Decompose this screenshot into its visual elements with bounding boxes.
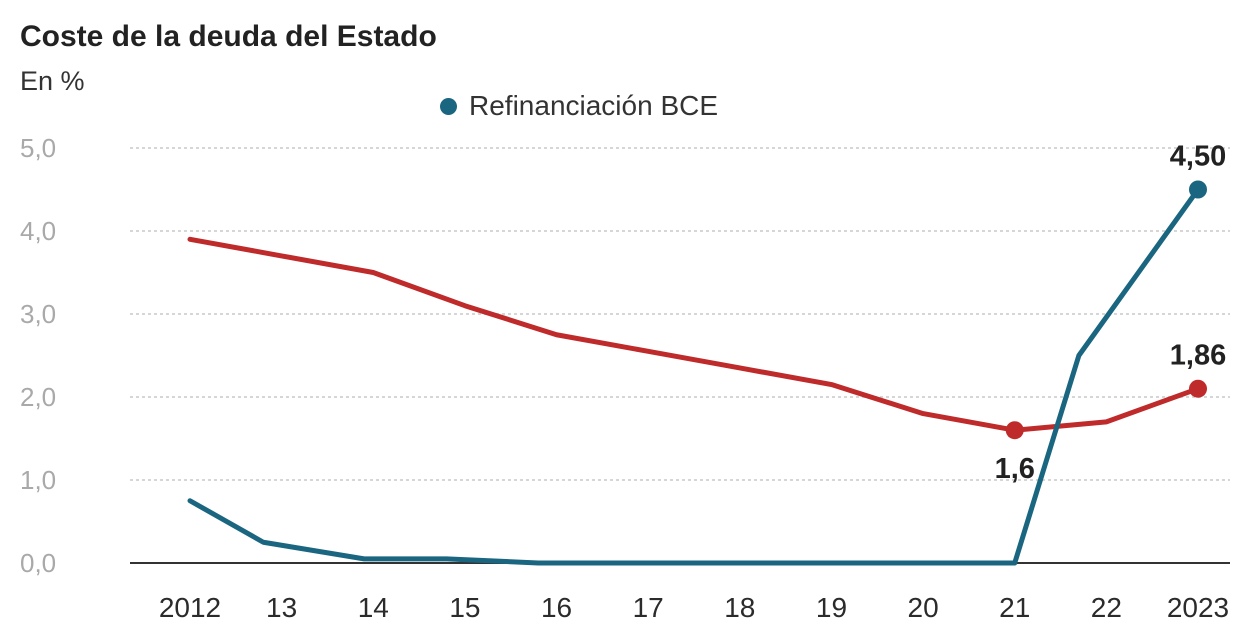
x-tick-label: 2012 [159,592,221,622]
x-tick-label: 20 [908,592,939,622]
y-tick-label: 2,0 [20,382,56,412]
x-tick-label: 21 [999,592,1030,622]
x-tick-label: 2023 [1167,592,1229,622]
x-tick-label: 14 [358,592,389,622]
x-tick-label: 13 [266,592,297,622]
chart-subtitle: En % [20,66,85,96]
x-tick-label: 22 [1091,592,1122,622]
y-tick-label: 1,0 [20,465,56,495]
data-point-marker [1005,421,1024,440]
series-line-2 [187,187,1201,566]
data-label: 1,6 [995,453,1035,485]
data-point-marker [1189,180,1207,199]
legend-label: Refinanciación BCE [469,90,719,121]
data-label: 4,50 [1170,141,1226,173]
y-tick-label: 5,0 [20,133,56,163]
x-tick-label: 17 [633,592,664,622]
y-tick-label: 4,0 [20,216,56,246]
data-label: 1,86 [1170,340,1226,372]
x-tick-label: 15 [449,592,480,622]
chart-title: Coste de la deuda del Estado [20,20,437,53]
legend-marker [440,97,457,115]
series-line-1 [187,236,1201,433]
y-tick-label: 3,0 [20,299,56,329]
x-tick-label: 18 [724,592,755,622]
data-point-marker [1189,379,1207,398]
legend: Refinanciación BCE [440,90,718,122]
x-tick-label: 19 [816,592,847,622]
y-tick-label: 0,0 [20,548,56,578]
x-tick-label: 16 [541,592,572,622]
